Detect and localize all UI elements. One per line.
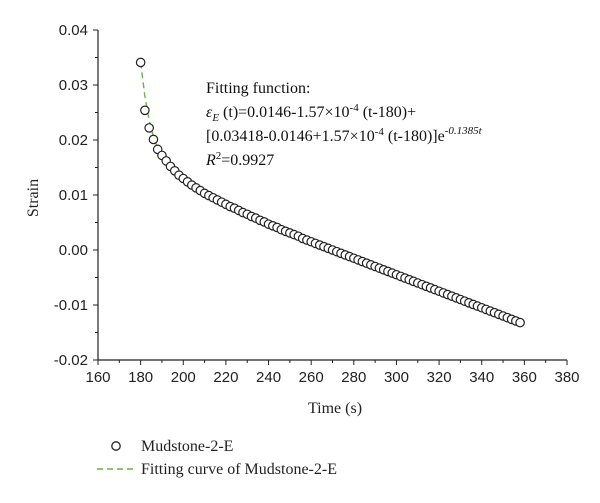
annotation-r-value: =0.9927 [221,152,274,169]
annotation-line3-exp1: -4 [375,126,385,138]
annotation-line3: [0.03418-0.0146+1.57×10-4 (t-180)]e-0.13… [206,125,483,145]
data-points [135,57,525,328]
y-tick-label: -0.02 [54,352,88,369]
y-axis-label: Strain [25,179,42,217]
annotation-r: R [205,152,216,169]
fitting-annotation: Fitting function: εE (t)=0.0146-1.57×10-… [205,80,483,169]
annotation-line3-main: [0.03418-0.0146+1.57×10 [206,128,375,145]
x-tick-label: 200 [171,369,196,386]
annotation-r-sup: 2 [216,150,222,162]
fitting-curve-line [139,62,525,329]
annotation-line2-exp: -4 [350,102,360,114]
x-axis-label: Time (s) [308,400,362,417]
legend-label-series1: Mudstone-2-E [141,438,233,455]
legend-marker-circle [111,441,121,451]
y-tick-label: 0.04 [59,22,88,39]
data-point [140,105,150,116]
x-tick-label: 340 [469,369,494,386]
annotation-line2: εE (t)=0.0146-1.57×10-4 (t-180)+ [206,102,416,124]
x-tick-label: 320 [427,369,452,386]
y-tick-label: -0.01 [54,297,88,314]
data-point [135,57,146,68]
annotation-line3-mid: (t-180)]e [384,128,445,145]
x-tick-label: 280 [341,369,366,386]
annotation-line1: Fitting function: [206,80,310,97]
x-tick-label: 220 [213,369,238,386]
x-tick-label: 380 [554,369,579,386]
annotation-line3-exp2: -0.1385t [445,125,483,137]
legend-label-series2: Fitting curve of Mudstone-2-E [141,461,337,478]
data-point [144,123,154,133]
annotation-line2-mid: (t)=0.0146-1.57×10 [219,104,349,121]
x-tick-label: 260 [299,369,324,386]
x-tick-label: 360 [512,369,537,386]
data-point [515,317,525,328]
y-tick-label: 0.00 [59,242,88,259]
legend: Mudstone-2-E Fitting curve of Mudstone-2… [97,438,337,478]
annotation-subscript: E [211,112,219,124]
fitting-curve [139,62,525,329]
x-tick-label: 180 [128,369,153,386]
y-tick-label: 0.02 [59,132,88,149]
y-tick-label: 0.01 [59,187,88,204]
data-point [148,134,159,145]
annotation-epsilon: ε [206,104,213,121]
x-tick-label: 240 [256,369,281,386]
annotation-line4: R2=0.9927 [205,150,274,169]
x-tick-label: 300 [384,369,409,386]
axis-ticks: 160 180 200 220 240 260 280 300 320 340 360 380 -0.0… [54,22,580,386]
x-tick-label: 160 [85,369,110,386]
annotation-line2-suffix: (t-180)+ [359,104,416,121]
y-tick-label: 0.03 [59,77,88,94]
